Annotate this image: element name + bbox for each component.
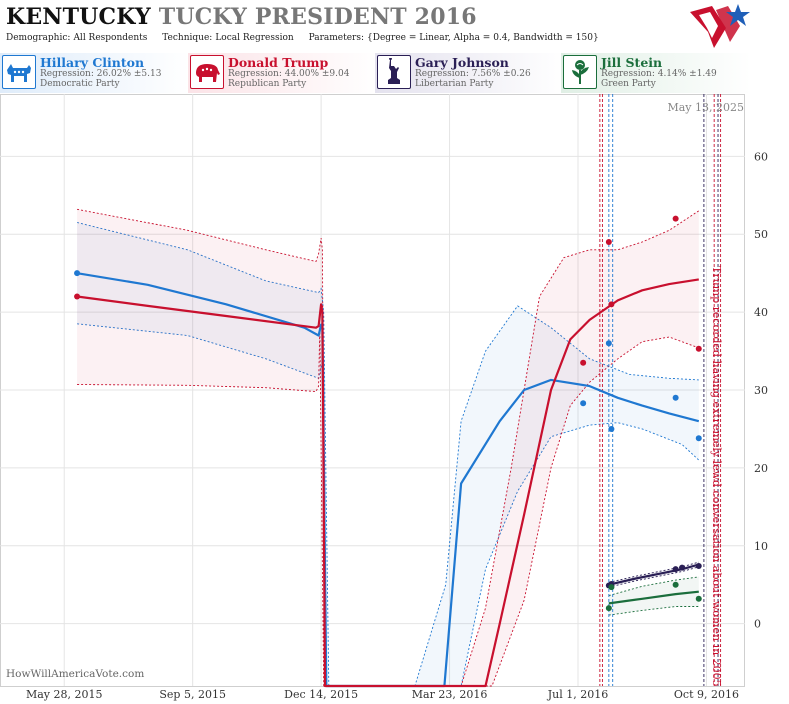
upper-bound-line <box>608 576 699 597</box>
y-tick-label: 40 <box>754 306 768 319</box>
candidate-legend: Hillary Clinton Regression: 26.02% ±5.13… <box>0 53 789 93</box>
page-title: KENTUCKY TUCKY PRESIDENT 2016 <box>6 4 477 30</box>
lower-bound-line <box>77 327 699 687</box>
candidate-regression: Regression: 44.00% ±9.04 <box>228 69 350 79</box>
x-tick-label: Oct 9, 2016 <box>674 688 739 701</box>
event-annotation: Trump recorded having extremely lewd con… <box>710 266 723 687</box>
regression-line <box>608 590 699 605</box>
title-rest: TUCKY PRESIDENT 2016 <box>158 4 477 30</box>
statue-of-liberty-icon <box>377 55 411 89</box>
poll-point <box>695 345 702 352</box>
poll-point <box>672 581 679 588</box>
footer-site: HowWillAmericaVote.com <box>6 668 145 680</box>
technique-value: Local Regression <box>215 33 294 43</box>
legend-johnson[interactable]: Gary Johnson Regression: 7.56% ±0.26 Lib… <box>375 53 565 93</box>
site-logo-icon <box>690 4 750 48</box>
poll-point <box>605 605 612 612</box>
regression-chart: 0 10 20 30 40 50 60 May 28, 2015 Sep 5, 2015 Dec … <box>0 94 768 701</box>
technique-label: Technique: <box>162 33 213 43</box>
lower-bound-line <box>608 566 699 588</box>
poll-point <box>672 566 679 573</box>
regression-lines <box>76 272 700 688</box>
candidate-regression: Regression: 4.14% ±1.49 <box>601 69 717 79</box>
x-tick-label: Dec 14, 2015 <box>284 688 358 701</box>
confidence-band <box>77 222 699 686</box>
poll-point <box>695 435 702 442</box>
upper-bound-line <box>77 208 700 687</box>
lower-bound-line <box>77 323 700 687</box>
axes: 0 10 20 30 40 50 60 May 28, 2015 Sep 5, 2015 Dec … <box>26 150 768 701</box>
grid <box>0 94 745 687</box>
date-stamp: May 13, 2025 <box>667 101 744 114</box>
parameters-line: Demographic: All Respondents Technique: Lo… <box>6 33 599 43</box>
candidate-party: Libertarian Party <box>415 79 494 89</box>
candidate-name: Hillary Clinton <box>40 55 145 70</box>
candidate-name: Jill Stein <box>601 55 663 70</box>
header: KENTUCKY TUCKY PRESIDENT 2016 Demographi… <box>0 0 789 52</box>
poll-point <box>672 394 679 401</box>
candidate-name: Donald Trump <box>228 55 329 70</box>
poll-point <box>695 595 702 602</box>
candidate-party: Green Party <box>601 79 656 89</box>
legend-stein[interactable]: Jill Stein Regression: 4.14% ±1.49 Green… <box>561 53 751 93</box>
y-tick-label: 0 <box>754 618 761 631</box>
candidate-name: Gary Johnson <box>415 55 509 70</box>
poll-point <box>605 239 612 245</box>
regression-line <box>608 563 700 586</box>
demographic-label: Demographic: <box>6 33 71 43</box>
legend-clinton[interactable]: Hillary Clinton Regression: 26.02% ±5.13… <box>0 53 190 93</box>
x-tick-label: May 28, 2015 <box>26 688 103 701</box>
poll-points <box>74 215 702 612</box>
poll-point <box>608 425 615 432</box>
y-tick-label: 50 <box>754 228 768 241</box>
x-tick-label: Sep 5, 2015 <box>159 688 226 701</box>
elephant-icon <box>190 55 224 89</box>
poll-point <box>74 293 81 300</box>
poll-point <box>605 340 612 347</box>
upper-bound-line <box>608 561 699 583</box>
x-tick-label: Mar 23, 2016 <box>412 688 488 701</box>
title-state: KENTUCKY <box>6 4 151 30</box>
parameters-label: Parameters: <box>308 33 365 43</box>
y-tick-label: 20 <box>754 462 768 475</box>
poll-point <box>695 563 702 570</box>
candidate-party: Republican Party <box>228 79 307 89</box>
regression-line <box>76 278 699 688</box>
parameters-value: {Degree = Linear, Alpha = 0.4, Bandwidth… <box>367 33 599 43</box>
y-tick-label: 10 <box>754 540 768 553</box>
candidate-regression: Regression: 26.02% ±5.13 <box>40 69 162 79</box>
demographic-value: All Respondents <box>73 33 148 43</box>
y-tick-label: 30 <box>754 384 768 397</box>
poll-point <box>679 564 686 571</box>
candidate-regression: Regression: 7.56% ±0.26 <box>415 69 531 79</box>
rose-icon <box>563 55 597 89</box>
y-tick-label: 60 <box>754 150 768 163</box>
confidence-bands <box>76 208 700 687</box>
lower-bound-line <box>608 606 699 616</box>
poll-point <box>74 270 81 277</box>
legend-trump[interactable]: Donald Trump Regression: 44.00% ±9.04 Re… <box>188 53 378 93</box>
poll-point <box>580 359 587 366</box>
poll-point <box>608 301 615 308</box>
poll-point <box>580 400 587 407</box>
x-tick-label: Jul 1, 2016 <box>547 688 609 701</box>
poll-point <box>672 215 679 222</box>
confidence-band <box>77 209 699 687</box>
candidate-party: Democratic Party <box>40 79 120 89</box>
donkey-icon <box>2 55 36 89</box>
poll-point <box>608 584 615 591</box>
